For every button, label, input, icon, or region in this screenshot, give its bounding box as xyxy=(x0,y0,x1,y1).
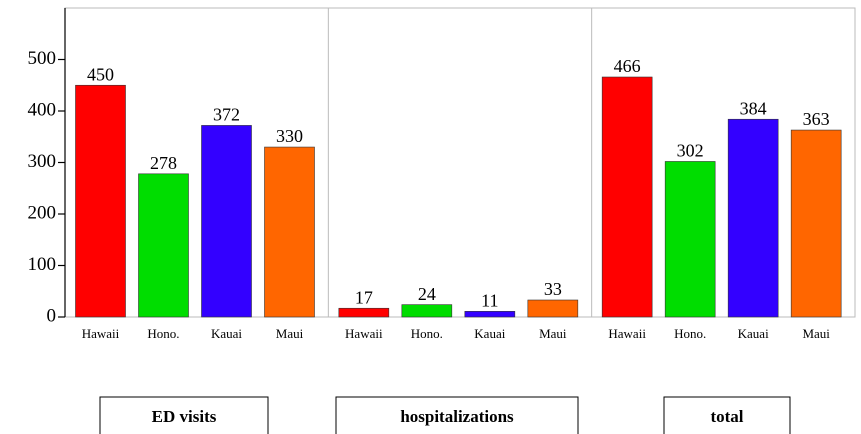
bar xyxy=(527,299,579,318)
x-tick-label: Maui xyxy=(802,326,830,341)
value-label: 466 xyxy=(614,56,641,76)
value-label: 372 xyxy=(213,105,240,125)
bar xyxy=(664,161,716,318)
value-label: 17 xyxy=(355,287,373,307)
value-label: 330 xyxy=(276,126,303,146)
group-box xyxy=(335,396,579,434)
value-label: 363 xyxy=(803,109,830,129)
x-tick-label: Hawaii xyxy=(82,326,120,341)
x-tick-label: Maui xyxy=(276,326,304,341)
bar xyxy=(401,304,453,318)
value-label: 384 xyxy=(740,98,767,118)
value-label: 302 xyxy=(677,141,704,161)
value-label: 33 xyxy=(544,279,562,299)
value-label: 278 xyxy=(150,153,177,173)
value-label: 450 xyxy=(87,64,114,84)
y-tick-label: 500 xyxy=(28,48,57,69)
group-label: hospitalizations xyxy=(400,407,514,426)
x-tick-label: Hono. xyxy=(674,326,706,341)
group-box xyxy=(99,396,269,434)
bar xyxy=(138,173,189,318)
y-tick-label: 0 xyxy=(47,305,57,326)
group-label: total xyxy=(710,407,743,426)
x-tick-label: Hono. xyxy=(411,326,443,341)
x-tick-label: Hono. xyxy=(147,326,179,341)
bar xyxy=(338,307,390,318)
x-tick-label: Hawaii xyxy=(608,326,646,341)
y-tick-label: 300 xyxy=(28,151,57,172)
bar xyxy=(264,146,315,318)
value-label: 11 xyxy=(481,290,498,310)
y-tick-label: 100 xyxy=(28,254,57,275)
x-tick-label: Maui xyxy=(539,326,567,341)
x-tick-label: Hawaii xyxy=(345,326,383,341)
bar xyxy=(727,118,779,318)
bar xyxy=(201,125,252,318)
x-tick-label: Kauai xyxy=(211,326,242,341)
x-tick-label: Kauai xyxy=(738,326,769,341)
bar xyxy=(75,84,126,318)
bar xyxy=(464,311,516,318)
bar xyxy=(790,129,842,318)
group-label: ED visits xyxy=(152,407,217,426)
value-label: 24 xyxy=(418,284,436,304)
group-box xyxy=(663,396,791,434)
y-tick-label: 200 xyxy=(28,202,57,223)
bar xyxy=(601,76,653,318)
x-tick-label: Kauai xyxy=(474,326,505,341)
y-tick-label: 400 xyxy=(28,99,57,120)
